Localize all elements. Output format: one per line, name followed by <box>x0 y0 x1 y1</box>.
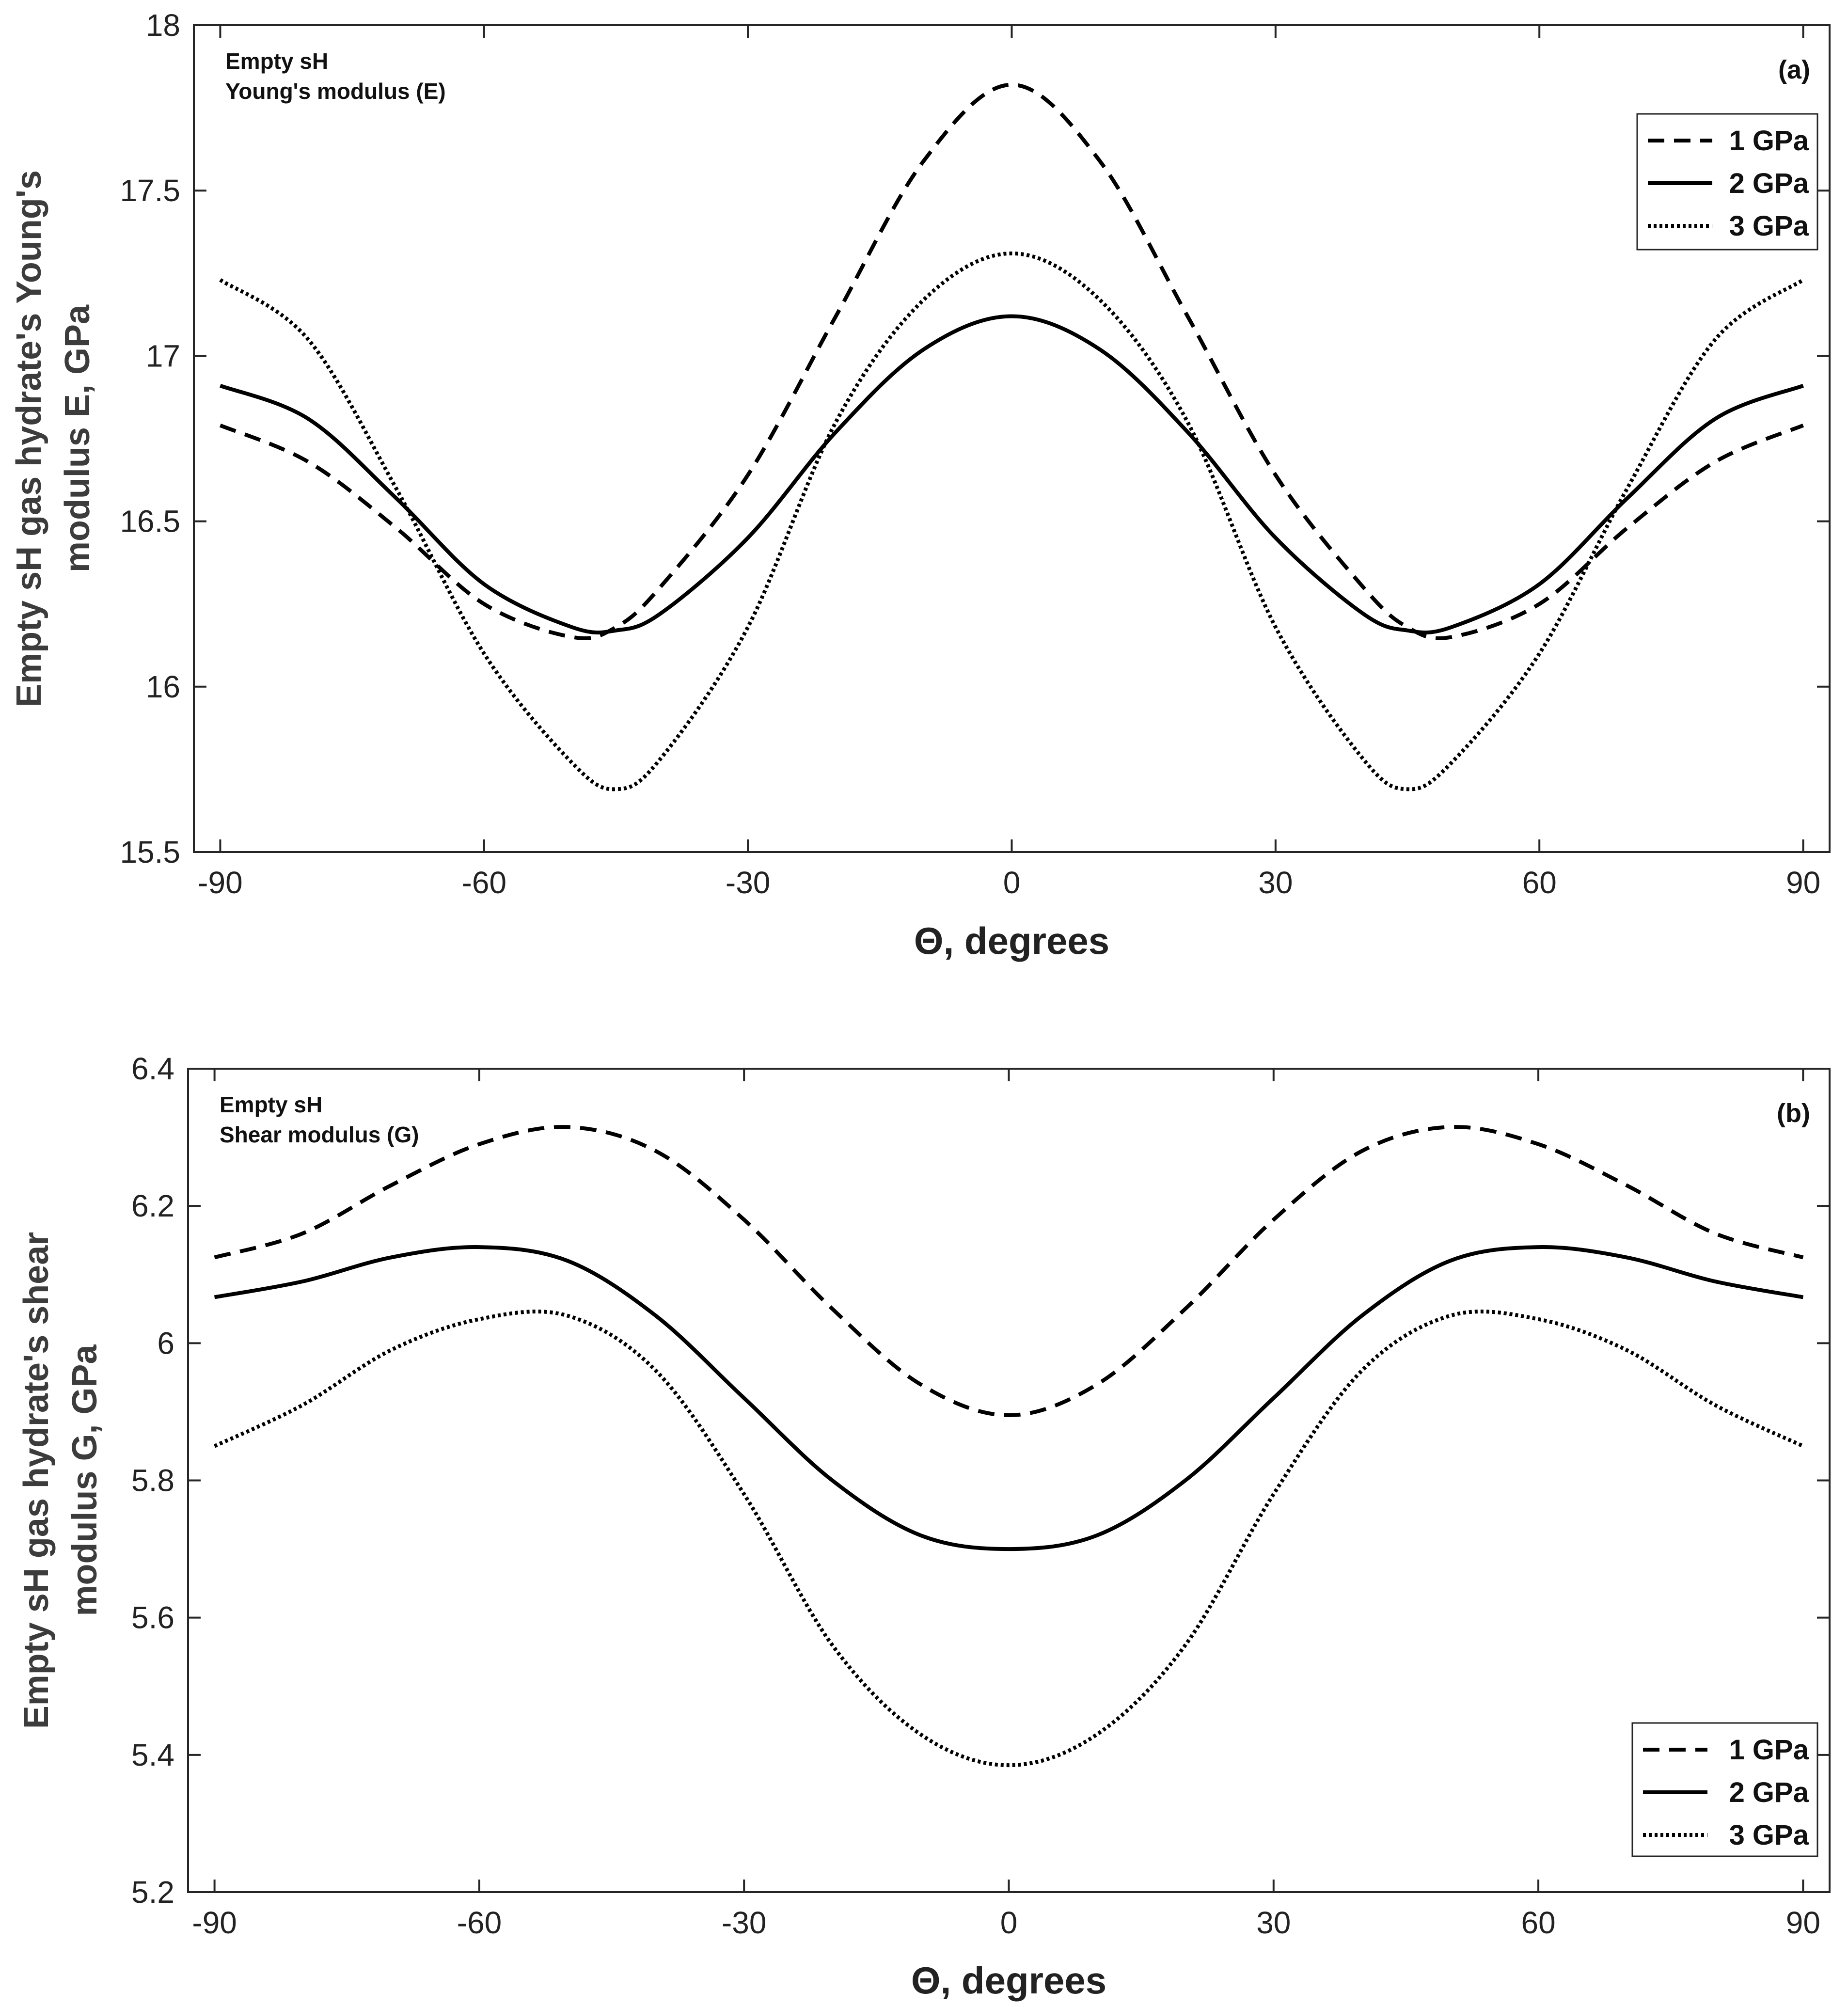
y-axis-label-line: modulus E, GPa <box>58 304 97 572</box>
y-axis-label-line: Empty sH gas hydrate's shear <box>17 1232 56 1729</box>
y-tick-label: 16.5 <box>120 504 180 539</box>
y-tick-label: 5.6 <box>131 1600 174 1635</box>
y-tick-label: 6.2 <box>131 1188 174 1223</box>
x-tick-label: -90 <box>198 865 243 900</box>
annotation-text: Shear modulus (G) <box>220 1122 419 1147</box>
y-tick-label: 6 <box>157 1326 174 1360</box>
series-line-1-gpa <box>214 1125 1804 1417</box>
y-tick-label: 17 <box>146 338 180 373</box>
legend-label: 1 GPa <box>1729 1734 1809 1766</box>
y-tick-label: 18 <box>146 8 180 43</box>
plot-frame <box>187 1068 1831 1893</box>
panel-label: (a) <box>1778 55 1810 84</box>
x-tick-label: 0 <box>1000 1905 1018 1940</box>
legend-label: 2 GPa <box>1729 1777 1809 1808</box>
x-tick-label: 30 <box>1256 1905 1291 1940</box>
annotation-text: Empty sH <box>225 48 328 74</box>
x-axis-label: Θ, degrees <box>911 1959 1106 2002</box>
y-tick-label: 6.4 <box>131 1051 174 1086</box>
x-tick-label: -30 <box>726 865 771 900</box>
chart-panel-a: -90 -60 -30 0 30 60 90 15.5 16 16.5 17 17.5 18 Θ, deg… <box>10 8 1831 962</box>
series-line-3-gpa <box>219 251 1804 791</box>
x-tick-label: 90 <box>1786 865 1820 900</box>
legend-label: 2 GPa <box>1729 168 1809 199</box>
y-tick-label: 5.8 <box>131 1463 174 1498</box>
annotation-text: Young's modulus (E) <box>225 79 446 104</box>
x-tick-label: -30 <box>722 1905 767 1940</box>
series-line-2-gpa <box>214 1245 1804 1551</box>
legend-label: 3 GPa <box>1729 210 1809 242</box>
series-line-1-gpa <box>219 82 1804 640</box>
annotation-text: Empty sH <box>220 1092 322 1117</box>
legend-label: 1 GPa <box>1729 125 1809 157</box>
series-line-2-gpa <box>219 314 1804 635</box>
legend: 1 GPa 2 GPa 3 GPa <box>1636 113 1818 251</box>
x-tick-label: -60 <box>457 1905 502 1940</box>
y-tick-label: 15.5 <box>120 835 180 869</box>
x-tick-label: 60 <box>1521 1905 1555 1940</box>
series-line-3-gpa <box>213 1310 1804 1768</box>
panel-label: (b) <box>1777 1099 1810 1128</box>
y-tick-label: 5.4 <box>131 1738 174 1772</box>
x-tick-label: -60 <box>462 865 507 900</box>
x-tick-label: -90 <box>192 1905 237 1940</box>
x-tick-label: 30 <box>1258 865 1293 900</box>
legend-label: 3 GPa <box>1729 1819 1809 1851</box>
chart-panel-b: -90 -60 -30 0 30 60 90 5.2 5.4 5.6 5.8 6 6.2 6.4 Θ, de… <box>17 1051 1831 2002</box>
y-tick-label: 5.2 <box>131 1875 174 1910</box>
plot-frame <box>193 24 1831 853</box>
x-tick-label: 0 <box>1003 865 1021 900</box>
x-tick-label: 90 <box>1786 1905 1820 1940</box>
x-axis-label: Θ, degrees <box>914 919 1109 962</box>
x-tick-label: 60 <box>1522 865 1557 900</box>
y-axis-label-line: modulus G, GPa <box>65 1344 104 1616</box>
y-tick-label: 16 <box>146 669 180 704</box>
y-tick-label: 17.5 <box>120 173 180 208</box>
legend: 1 GPa 2 GPa 3 GPa <box>1631 1722 1818 1857</box>
y-axis-label-line: Empty sH gas hydrate's Young's <box>10 170 48 707</box>
